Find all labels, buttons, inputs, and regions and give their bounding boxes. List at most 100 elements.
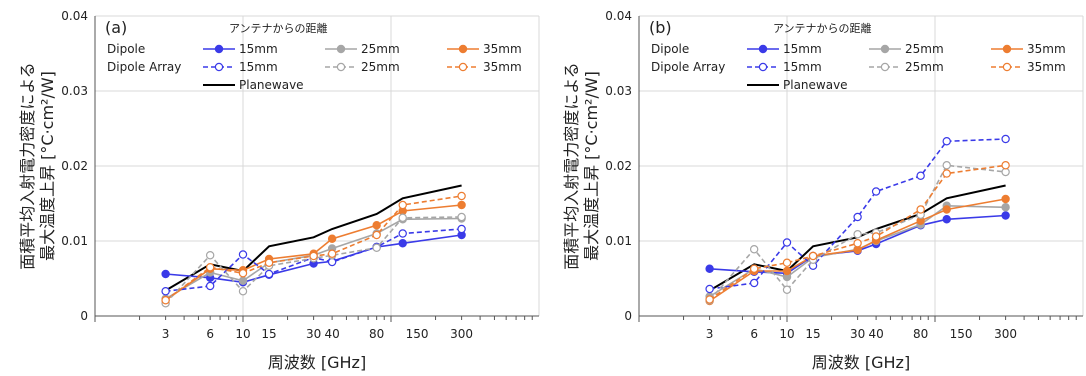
x-tick-label: 15 bbox=[261, 327, 276, 341]
data-point bbox=[398, 239, 407, 248]
legend-header: アンテナからの距離 bbox=[229, 21, 328, 35]
data-point bbox=[853, 245, 862, 255]
data-point bbox=[457, 200, 466, 210]
data-point bbox=[327, 257, 337, 267]
legend-label: 15mm bbox=[783, 60, 822, 74]
legend-header: アンテナからの距離 bbox=[773, 21, 872, 35]
y-axis-label: 面積平均入射電力密度による最大温度上昇 [°C·cm²/W] bbox=[18, 62, 57, 270]
data-point bbox=[1001, 194, 1010, 204]
data-point bbox=[398, 229, 407, 238]
y-tick-label: 0 bbox=[80, 309, 88, 323]
data-point bbox=[327, 234, 337, 243]
y-tick-label: 0 bbox=[624, 309, 632, 323]
data-point bbox=[749, 245, 759, 254]
x-tick-label: 40 bbox=[868, 327, 883, 341]
y-tick-label: 0.03 bbox=[605, 84, 632, 98]
data-point bbox=[327, 249, 337, 258]
series-dipole-array-35mm bbox=[705, 161, 1010, 304]
y-tick-label: 0.01 bbox=[61, 234, 88, 248]
x-tick-label: 15 bbox=[805, 327, 820, 341]
legend-marker bbox=[214, 44, 224, 54]
legend-marker bbox=[458, 62, 468, 72]
x-axis-label: 周波数 [GHz] bbox=[812, 353, 910, 372]
y-tick-label: 0.03 bbox=[61, 84, 88, 98]
y-axis-label-line2: 最大温度上昇 [°C·cm²/W] bbox=[38, 71, 57, 261]
legend-label: 25mm bbox=[361, 42, 400, 56]
panel-title: (a) bbox=[105, 18, 127, 37]
data-point bbox=[161, 269, 170, 279]
data-point bbox=[264, 269, 274, 279]
data-point bbox=[161, 296, 170, 305]
y-tick-label: 0.01 bbox=[605, 234, 632, 248]
y-axis-label-line1: 面積平均入射電力密度による bbox=[562, 62, 581, 270]
legend-label: 25mm bbox=[905, 60, 944, 74]
data-point bbox=[853, 239, 862, 248]
data-point bbox=[916, 171, 925, 180]
series-dipole-array-15mm bbox=[705, 134, 1010, 294]
y-tick-label: 0.02 bbox=[605, 159, 632, 173]
legend-marker bbox=[758, 62, 768, 72]
data-point bbox=[205, 263, 215, 272]
data-point bbox=[808, 251, 818, 261]
legend-marker bbox=[458, 44, 468, 54]
legend-label: Planewave bbox=[783, 78, 848, 92]
data-point bbox=[1001, 211, 1010, 220]
legend-label: 35mm bbox=[1027, 60, 1066, 74]
data-point bbox=[942, 137, 951, 146]
y-axis-label-line2: 最大温度上昇 [°C·cm²/W] bbox=[582, 71, 601, 261]
x-tick-label: 10 bbox=[779, 327, 794, 341]
data-point bbox=[782, 285, 792, 294]
legend-label: 25mm bbox=[905, 42, 944, 56]
legend-row-label: Dipole bbox=[651, 42, 689, 56]
x-axis-label: 周波数 [GHz] bbox=[268, 353, 366, 372]
legend-marker bbox=[880, 62, 890, 72]
data-point bbox=[853, 230, 862, 239]
data-point bbox=[372, 230, 381, 240]
data-point bbox=[782, 266, 792, 276]
data-point bbox=[782, 258, 792, 267]
series-dipole-array-35mm bbox=[161, 191, 466, 305]
y-axis-label-line1: 面積平均入射電力密度による bbox=[18, 62, 37, 270]
x-tick-label: 300 bbox=[994, 327, 1017, 341]
legend-marker bbox=[758, 44, 768, 54]
chart-panel-1: 0 0.01 0.02 0.03 0.04 3 6 10 15 30 40 80 150 300 周波数 [… bbox=[562, 9, 1084, 372]
legend-label: 15mm bbox=[783, 42, 822, 56]
data-point bbox=[1001, 203, 1010, 212]
x-tick-label: 6 bbox=[206, 327, 214, 341]
chart-panel-0: 0 0.01 0.02 0.03 0.04 3 6 10 15 30 40 80 150 300 周波数 [… bbox=[18, 9, 540, 372]
data-point bbox=[238, 287, 248, 296]
legend: アンテナからの距離 Dipole Dipole Array 15mm 25mm 35mm 1… bbox=[107, 21, 522, 92]
data-point bbox=[782, 238, 792, 247]
data-point bbox=[853, 212, 862, 222]
data-point bbox=[372, 221, 381, 230]
data-point bbox=[1001, 161, 1010, 170]
y-tick-label: 0.04 bbox=[605, 9, 632, 23]
legend-row-label: Dipole Array bbox=[651, 60, 725, 74]
data-point bbox=[942, 205, 951, 214]
data-point bbox=[205, 251, 215, 260]
data-point bbox=[309, 251, 318, 261]
legend-marker bbox=[214, 62, 224, 72]
y-tick-label: 0.04 bbox=[61, 9, 88, 23]
data-point bbox=[264, 258, 274, 267]
data-point bbox=[1001, 134, 1010, 144]
data-point bbox=[238, 250, 248, 259]
legend-label: 15mm bbox=[239, 60, 278, 74]
legend-marker bbox=[1002, 44, 1012, 54]
data-point bbox=[398, 213, 407, 222]
legend-label: 15mm bbox=[239, 42, 278, 56]
x-tick-label: 40 bbox=[324, 327, 339, 341]
legend-label: 35mm bbox=[1027, 42, 1066, 56]
data-point bbox=[238, 276, 248, 285]
data-point bbox=[871, 232, 881, 241]
x-tick-label: 6 bbox=[750, 327, 758, 341]
data-point bbox=[705, 264, 714, 273]
data-point bbox=[161, 287, 170, 296]
series-line bbox=[709, 138, 1006, 290]
x-tick-label: 150 bbox=[950, 327, 973, 341]
data-point bbox=[705, 295, 714, 304]
data-point bbox=[205, 281, 215, 291]
data-point bbox=[749, 278, 759, 288]
x-tick-label: 3 bbox=[162, 327, 170, 341]
data-point bbox=[457, 212, 466, 222]
